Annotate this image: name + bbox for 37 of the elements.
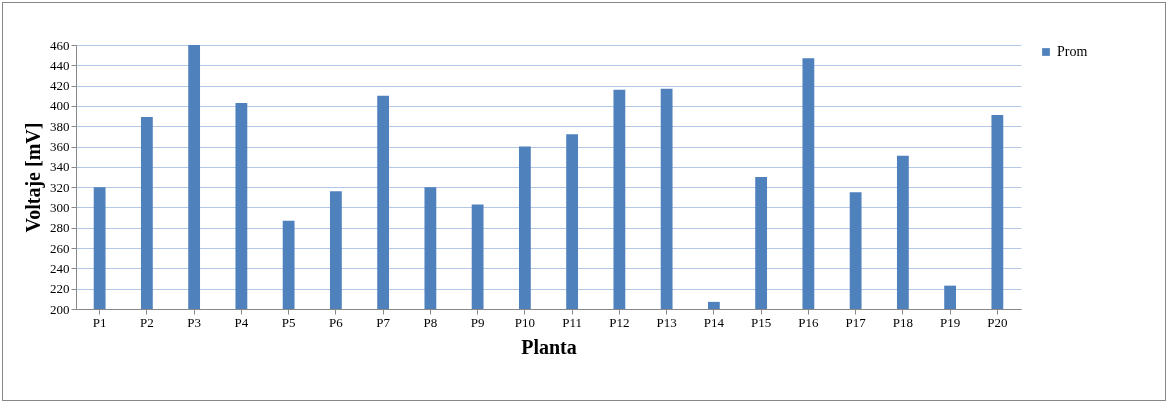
y-tick-label: 280 — [50, 220, 70, 236]
y-tick-label: 260 — [50, 240, 70, 256]
y-tick-label: 420 — [50, 78, 70, 94]
y-tick-label: 380 — [50, 118, 70, 134]
x-tick-label: P10 — [514, 314, 535, 330]
y-tick-label: 340 — [50, 159, 70, 175]
x-tick-label: P2 — [140, 314, 154, 330]
y-tick-label: 240 — [50, 260, 70, 276]
y-tick-label: 360 — [50, 139, 70, 155]
x-tick-label: P11 — [562, 314, 582, 330]
x-tick-label: P4 — [234, 314, 249, 330]
x-tick-label: P13 — [656, 314, 677, 330]
y-tick-label: 440 — [50, 57, 70, 73]
x-tick-label: P20 — [987, 314, 1008, 330]
legend-label: Prom — [1057, 44, 1088, 59]
x-tick-label: P16 — [798, 314, 819, 330]
y-tick-label: 460 — [50, 37, 70, 53]
y-tick-label: 200 — [50, 301, 70, 317]
x-tick-label: P5 — [281, 314, 296, 330]
x-tick-label: P8 — [423, 314, 438, 330]
x-tick-label: P15 — [751, 314, 772, 330]
x-tick-label: P14 — [703, 314, 725, 330]
x-tick-label: P19 — [940, 314, 961, 330]
x-tick-label: P18 — [892, 314, 913, 330]
x-tick-label: P7 — [376, 314, 391, 330]
x-tick-label: P1 — [92, 314, 107, 330]
y-tick-label: 400 — [50, 98, 70, 114]
x-tick-label: P6 — [329, 314, 344, 330]
y-tick-label: 300 — [50, 199, 70, 215]
x-axis-title: Planta — [521, 335, 577, 358]
x-tick-label: P9 — [470, 314, 485, 330]
y-axis-title: Voltaje [mV] — [22, 122, 45, 233]
x-tick-label: P12 — [609, 314, 630, 330]
x-tick-label: P3 — [187, 314, 201, 330]
x-tick-label: P17 — [845, 314, 867, 330]
y-tick-label: 320 — [50, 179, 70, 195]
y-tick-label: 220 — [50, 281, 70, 297]
